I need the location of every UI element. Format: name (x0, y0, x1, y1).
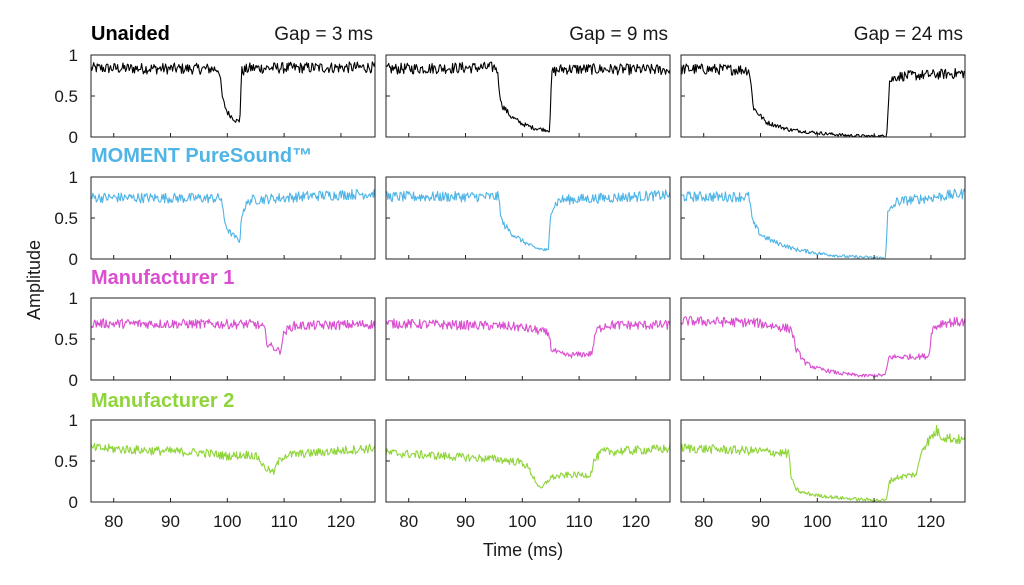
x-tick-label: 90 (456, 512, 475, 531)
series-line (90, 188, 376, 244)
y-tick-label: 1 (69, 168, 78, 187)
x-tick-label: 120 (917, 512, 945, 531)
y-tick-label: 1 (69, 289, 78, 308)
panel-frame (385, 297, 671, 381)
series-line (680, 63, 966, 138)
gap-label-9ms: Gap = 9 ms (569, 24, 668, 45)
y-tick-label: 0.5 (54, 209, 78, 228)
y-tick-label: 1 (69, 46, 78, 65)
y-tick-label: 1 (69, 411, 78, 430)
panel-frame (90, 419, 376, 503)
panel-manufacturer-2-gap-9: 80 90 100 110 120 (385, 419, 671, 531)
x-tick-label: 100 (213, 512, 241, 531)
series-line (681, 188, 966, 260)
panel-frame (680, 419, 966, 503)
panel-moment-puresound-gap-9 (385, 176, 671, 260)
x-tick-label: 100 (803, 512, 831, 531)
panel-manufacturer-1-gap-3: 00.51 (54, 289, 376, 390)
y-tick-label: 0 (69, 250, 78, 269)
series-line (680, 315, 966, 378)
panel-manufacturer-1-gap-24 (680, 297, 966, 381)
series-line (385, 318, 671, 359)
row-title-unaided: Unaided (91, 23, 170, 45)
x-tick-label: 110 (861, 512, 888, 531)
row-title-manufacturer-2: Manufacturer 2 (91, 390, 234, 412)
panel-manufacturer-2-gap-3: 0 0.5 1 80 90 100 110 120 (54, 411, 376, 531)
x-tick-label: 80 (104, 512, 123, 531)
x-tick-label: 80 (399, 512, 418, 531)
x-tick-label: 80 (694, 512, 713, 531)
y-tick-label: 0.5 (54, 452, 78, 471)
x-tick-label: 110 (566, 512, 593, 531)
x-tick-label: 90 (161, 512, 180, 531)
panel-moment-puresound-gap-3: 00.51 (54, 168, 376, 269)
series-line (90, 442, 376, 475)
series-line (385, 61, 671, 133)
panel-moment-puresound-gap-24 (680, 176, 966, 260)
y-tick-label: 0.5 (54, 87, 78, 106)
series-line (680, 424, 966, 502)
panel-manufacturer-2-gap-24: 80 90 100 110 120 (680, 419, 966, 531)
x-tick-label: 120 (622, 512, 650, 531)
panel-unaided-gap-3: 00.51 (54, 46, 376, 147)
gap-label-24ms: Gap = 24 ms (854, 24, 963, 45)
y-tick-label: 0 (69, 128, 78, 147)
series-line (90, 318, 376, 355)
x-tick-label: 120 (327, 512, 355, 531)
panel-frame (90, 176, 376, 260)
panel-frame (385, 176, 671, 260)
panel-manufacturer-1-gap-9 (385, 297, 671, 381)
series-line (385, 444, 671, 489)
row-title-moment-puresound: MOMENT PureSound™ (91, 145, 312, 167)
x-tick-label: 100 (508, 512, 536, 531)
y-tick-label: 0 (69, 493, 78, 512)
panel-unaided-gap-9 (385, 54, 671, 138)
row-title-manufacturer-1: Manufacturer 1 (91, 267, 234, 289)
panel-frame (90, 297, 376, 381)
panel-frame (680, 176, 966, 260)
y-axis-title: Amplitude (24, 240, 44, 320)
gap-label-3ms: Gap = 3 ms (274, 24, 373, 45)
x-axis-title: Time (ms) (483, 540, 563, 560)
series-line (90, 61, 376, 123)
x-tick-label: 110 (271, 512, 298, 531)
y-tick-label: 0 (69, 371, 78, 390)
x-tick-label: 90 (751, 512, 770, 531)
panel-frame (385, 419, 671, 503)
y-tick-label: 0.5 (54, 330, 78, 349)
panel-unaided-gap-24 (680, 54, 966, 138)
series-line (385, 189, 671, 252)
